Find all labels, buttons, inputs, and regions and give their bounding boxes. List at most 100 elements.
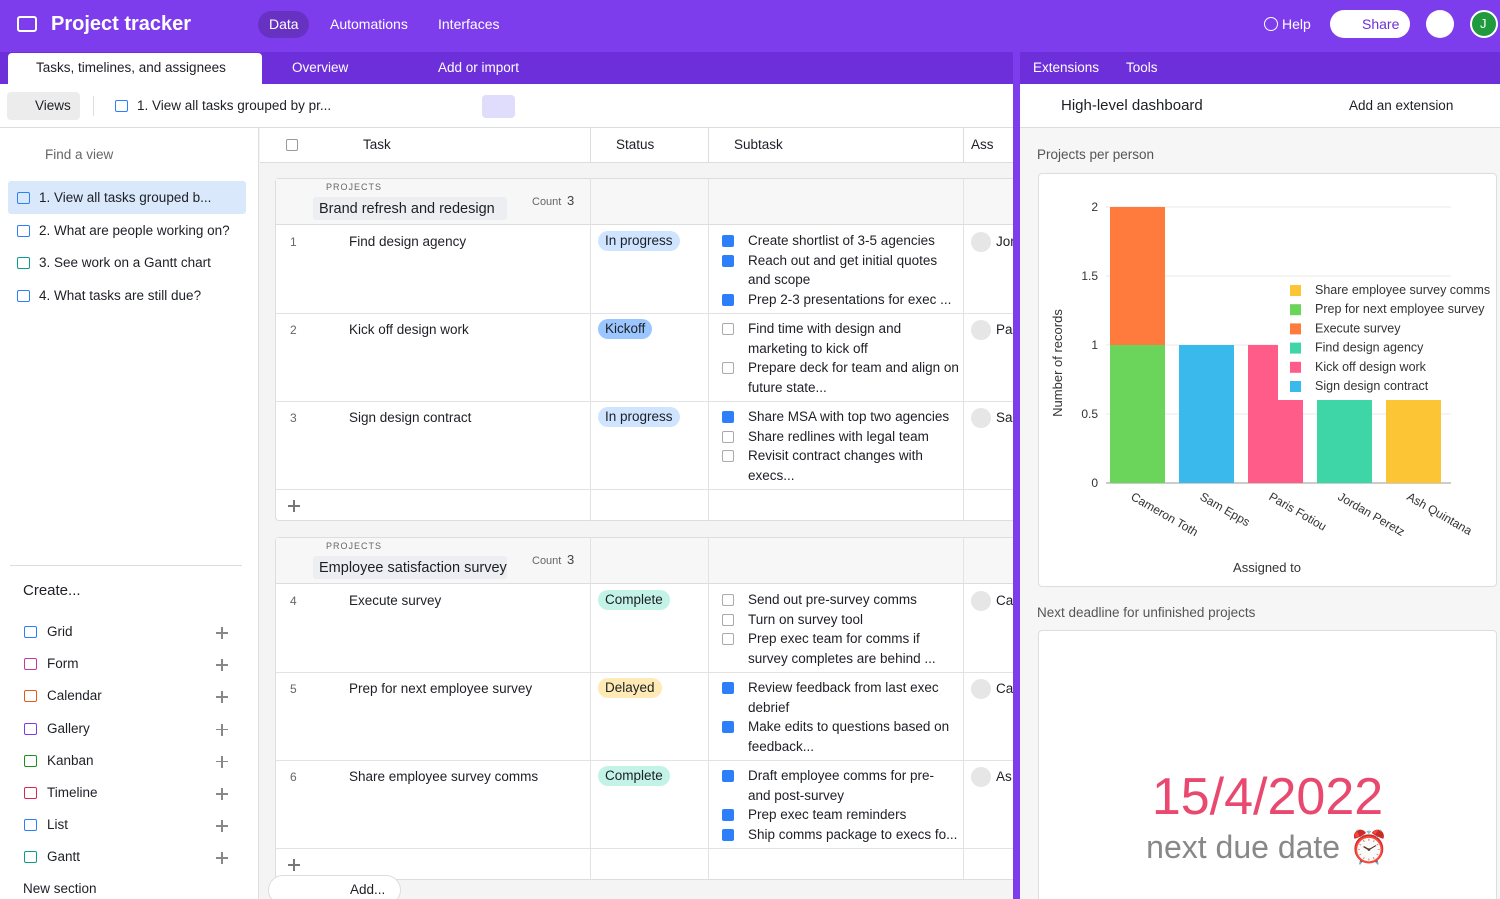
checkbox[interactable]: [722, 430, 734, 443]
assignee[interactable]: Par: [996, 322, 1013, 337]
task[interactable]: Find design agency: [349, 234, 467, 249]
assignee[interactable]: Sa: [996, 410, 1013, 425]
legend-entry: Prep for next employee survey: [1315, 302, 1485, 316]
view-icon: [17, 192, 30, 204]
avatar[interactable]: J: [1480, 16, 1487, 31]
checkbox[interactable]: [722, 809, 734, 821]
view-item[interactable]: 1. View all tasks grouped b...: [39, 190, 212, 205]
help-button[interactable]: Help: [1282, 16, 1311, 32]
status[interactable]: Kickoff: [598, 319, 653, 339]
tools-tab[interactable]: Tools: [1126, 60, 1158, 75]
status[interactable]: Complete: [598, 766, 670, 786]
create-icon: [24, 754, 37, 767]
column-divider: [708, 128, 709, 162]
assignee[interactable]: Jor: [996, 234, 1013, 249]
task[interactable]: Kick off design work: [349, 322, 469, 337]
create-item[interactable]: Grid: [47, 624, 73, 639]
status[interactable]: In progress: [598, 407, 680, 427]
tab[interactable]: Overview: [292, 60, 349, 75]
assignee-avatar: [971, 408, 991, 428]
row-divider: [276, 848, 1013, 849]
assignee[interactable]: Ca: [996, 681, 1013, 696]
nav-item[interactable]: Automations: [330, 16, 408, 32]
row-divider: [276, 760, 1013, 761]
group-count: 3: [567, 193, 575, 208]
subtask-cell: Create shortlist of 3-5 agencies Reach ou…: [720, 231, 960, 311]
task[interactable]: Execute survey: [349, 593, 442, 608]
assignee[interactable]: Ca: [996, 593, 1013, 608]
checkbox[interactable]: [722, 411, 734, 423]
tab[interactable]: Tasks, timelines, and assignees: [36, 60, 226, 75]
group-name[interactable]: Employee satisfaction survey: [319, 560, 507, 576]
column-header[interactable]: Subtask: [734, 137, 783, 152]
bar: [1110, 207, 1165, 345]
checkbox[interactable]: [722, 323, 734, 335]
top-bar: [0, 0, 1500, 52]
checkbox[interactable]: [722, 770, 734, 782]
checkbox[interactable]: [722, 450, 734, 462]
create-item[interactable]: Kanban: [47, 752, 94, 768]
deadline-title[interactable]: Next deadline for unfinished projects: [1037, 605, 1256, 620]
new-section[interactable]: New section: [23, 881, 97, 896]
checkbox[interactable]: [722, 362, 734, 374]
view-icon: [17, 224, 30, 237]
subtask: Share redlines with legal team: [720, 427, 960, 447]
column-header[interactable]: Ass: [971, 137, 994, 152]
views-button[interactable]: Views: [35, 98, 71, 113]
column-header[interactable]: Status: [616, 137, 655, 152]
checkbox[interactable]: [722, 633, 734, 645]
task[interactable]: Sign design contract: [349, 410, 472, 425]
create-item[interactable]: Gantt: [47, 849, 81, 865]
create-item[interactable]: Form: [47, 656, 79, 672]
checkbox[interactable]: [722, 828, 734, 841]
checkbox[interactable]: [722, 613, 734, 626]
checkbox[interactable]: [722, 235, 734, 247]
checkbox[interactable]: [722, 721, 734, 733]
plus-v: [221, 723, 223, 736]
current-view[interactable]: 1. View all tasks grouped by pr...: [137, 98, 332, 113]
subtask: Prep exec team reminders: [720, 805, 960, 825]
view-item[interactable]: 4. What tasks are still due?: [39, 287, 202, 303]
task[interactable]: Share employee survey comms: [349, 769, 539, 784]
header-checkbox: [286, 139, 298, 151]
create-item[interactable]: Timeline: [47, 785, 98, 800]
checkbox[interactable]: [722, 254, 734, 267]
subtask: Create shortlist of 3-5 agencies: [720, 231, 960, 251]
status[interactable]: Complete: [598, 590, 670, 610]
app-title[interactable]: Project tracker: [51, 13, 192, 35]
share-button[interactable]: Share: [1362, 16, 1400, 32]
checkbox[interactable]: [722, 293, 734, 306]
add-extension[interactable]: Add an extension: [1349, 98, 1454, 113]
checkbox[interactable]: [722, 594, 734, 606]
row-number: 2: [290, 323, 297, 337]
assignee[interactable]: As: [996, 769, 1012, 784]
status[interactable]: In progress: [598, 231, 680, 251]
view-icon: [17, 257, 30, 269]
chart-title[interactable]: Projects per person: [1037, 147, 1155, 162]
nav-item[interactable]: Data: [269, 16, 299, 32]
create-item[interactable]: List: [47, 817, 69, 833]
create-heading[interactable]: Create...: [23, 582, 81, 599]
column-header[interactable]: Task: [363, 137, 391, 152]
task[interactable]: Prep for next employee survey: [349, 681, 533, 696]
separator: [93, 96, 94, 116]
group-name[interactable]: Brand refresh and redesign: [319, 201, 495, 217]
extensions-tab[interactable]: Extensions: [1033, 60, 1100, 75]
x-axis-label: Assigned to: [1233, 560, 1301, 575]
plus-v: [221, 755, 223, 768]
column-divider: [590, 128, 591, 162]
view-item[interactable]: 2. What are people working on?: [39, 222, 230, 238]
nav-item[interactable]: Interfaces: [438, 16, 500, 32]
subtask-text: Share redlines with legal team: [748, 428, 929, 444]
plus-v: [221, 820, 223, 833]
add-record[interactable]: Add...: [350, 882, 386, 897]
dashboard-title[interactable]: High-level dashboard: [1061, 97, 1203, 114]
view-search[interactable]: Find a view: [45, 147, 114, 162]
checkbox[interactable]: [722, 682, 734, 694]
create-item[interactable]: Gallery: [47, 720, 90, 736]
add-tab[interactable]: Add or import: [438, 60, 520, 75]
create-item[interactable]: Calendar: [47, 688, 102, 704]
plus-v: [221, 788, 223, 800]
view-item[interactable]: 3. See work on a Gantt chart: [39, 255, 211, 270]
status[interactable]: Delayed: [598, 678, 662, 698]
